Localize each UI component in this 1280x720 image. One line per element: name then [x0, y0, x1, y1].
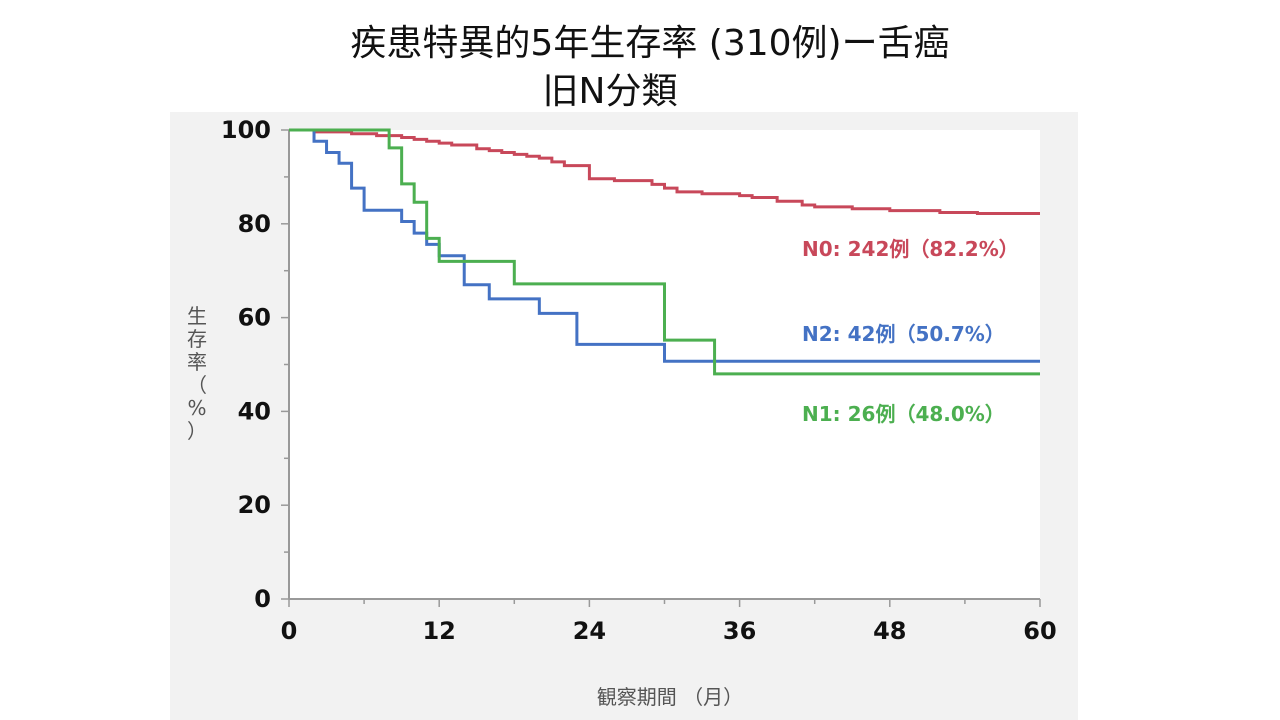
x-tick-label: 12 [422, 617, 455, 645]
series-labels: N0: 242例（82.2%） N2: 42例（50.7%） N1: 26例（48.… [802, 237, 1019, 426]
x-axis-title: 観察期間 （月） [597, 685, 743, 709]
chart-title: 疾患特異的5年生存率 (310例)ー舌癌 [350, 23, 950, 64]
y-tick-label: 80 [238, 210, 271, 238]
y-tick-label: 100 [221, 116, 271, 144]
series-label-n1: N1: 26例（48.0%） [802, 402, 1005, 426]
y-tick-label: 20 [238, 491, 271, 519]
y-tick-label: 60 [238, 304, 271, 332]
x-tick-label: 36 [723, 617, 756, 645]
y-axis-title-char: 率 [187, 350, 207, 374]
y-axis-title-char: % [187, 396, 206, 420]
x-tick-label: 60 [1023, 617, 1056, 645]
chart-subtitle: 旧N分類 [542, 71, 678, 112]
series-line-n0 [289, 128, 1040, 215]
x-tick-label: 24 [573, 617, 606, 645]
y-axis-title-char: 生 [187, 304, 207, 328]
y-axis-title: 生存率（%） [187, 304, 207, 443]
y-axis-title-char: （ [187, 373, 207, 397]
axes: 0 20 40 60 80 100 0 12 24 36 48 60 [221, 116, 1057, 645]
y-axis-title-char: ） [187, 419, 207, 443]
series-line-n1 [289, 128, 1040, 376]
y-axis-title-char: 存 [187, 327, 207, 351]
x-tick-label: 0 [281, 617, 298, 645]
series-label-n2: N2: 42例（50.7%） [802, 322, 1005, 346]
y-tick-label: 40 [238, 397, 271, 425]
x-tick-label: 48 [873, 617, 906, 645]
plot-area [289, 130, 1040, 599]
y-tick-label: 0 [254, 585, 271, 613]
series-lines [289, 128, 1040, 376]
series-label-n0: N0: 242例（82.2%） [802, 237, 1019, 261]
